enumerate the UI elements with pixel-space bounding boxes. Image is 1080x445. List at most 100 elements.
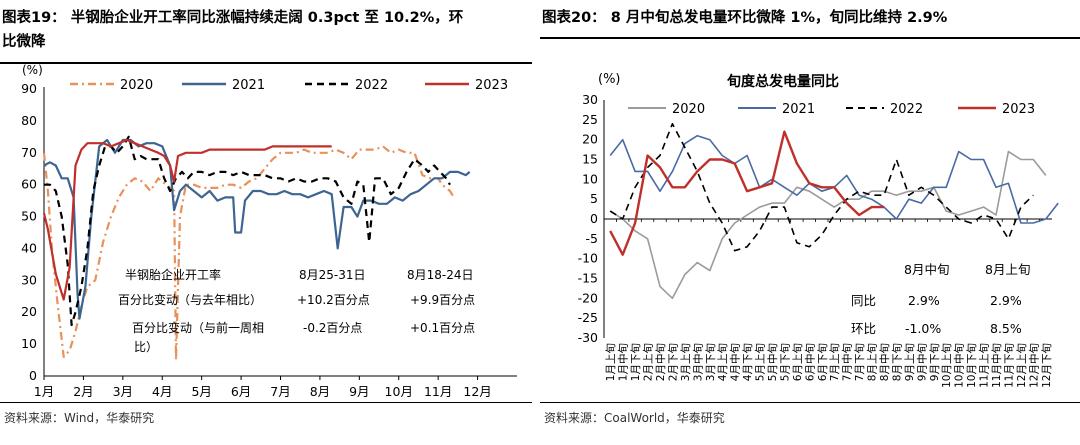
right-x-tick-label: 1月下旬 [629,343,642,381]
right-x-tick-label: 7月上旬 [828,343,841,381]
left-annotation-row1-v2: +9.9百分点 [410,293,475,307]
right-y-tick-label: -10 [578,251,598,266]
right-legend-label-2022: 2022 [890,102,923,117]
right-x-tick-label: 9月下旬 [928,343,941,381]
right-y-tick-label: 25 [582,112,598,127]
left-series-line-2022 [44,135,451,327]
right-x-tick-label: 12月中旬 [1027,343,1040,388]
right-x-tick-label: 1月中旬 [617,343,630,381]
right-y-tick-label: -30 [578,330,598,345]
right-x-tick-label: 1月上旬 [604,343,617,381]
right-chart-title: 旬度总发电量同比 [726,73,839,90]
right-series-line-2020 [609,150,1047,300]
right-x-tick-label: 9月中旬 [915,343,928,381]
right-y-tick-label: 5 [590,191,598,206]
left-annotation-row2-v2: +0.1百分点 [410,321,475,335]
right-x-tick-label: 7月下旬 [853,343,866,381]
right-table-row1-label: 同比 [851,293,876,308]
right-x-tick-label: 10月下旬 [965,343,978,388]
left-figure-title: 图表19： 半钢胎企业开工率同比涨幅持续走阔 0.3pct 至 10.2%，环 … [2,10,464,50]
right-x-tick-label: 5月中旬 [766,343,779,381]
right-y-tick-label: 0 [590,211,598,226]
left-y-tick-label: 20 [21,304,37,319]
right-x-tick-label: 5月下旬 [778,343,791,381]
left-y-tick-label: 10 [21,336,37,351]
right-y-tick-label: -20 [578,290,598,305]
right-table-col1: 8月中旬 [904,262,949,277]
right-series-line-2023 [609,130,884,256]
right-legend-label-2020: 2020 [672,102,705,117]
left-legend-label-2020: 2020 [120,78,153,93]
left-source: 资料来源：Wind，华泰研究 [4,411,155,425]
right-y-tick-label: 20 [582,132,598,147]
right-x-tick-label: 11月中旬 [990,343,1003,388]
left-x-tick-label: 10月 [385,384,413,399]
right-legend-label-2023: 2023 [1002,102,1035,117]
right-x-tick-label: 5月上旬 [754,343,767,381]
left-annotation-row2-label: 百分比变动（与前一周相 [132,320,264,335]
right-x-tick-label: 3月下旬 [704,343,717,381]
left-series-line-2023 [42,138,332,301]
right-legend-label-2021: 2021 [782,102,815,117]
right-x-tick-label: 9月上旬 [903,343,916,381]
left-annotation-row1-label: 百分比变动（与去年相比） [118,292,262,307]
right-title-rule [540,37,1080,39]
left-y-tick-label: 30 [21,272,37,287]
right-series-line-2021 [609,134,1059,224]
left-y-tick-label: 50 [21,209,37,224]
right-x-tick-label: 2月中旬 [654,343,667,381]
right-figure-title: 图表20： 8 月中旬总发电量环比微降 1%，旬同比维持 2.9% [542,10,948,26]
right-x-tick-label: 2月上旬 [642,343,655,381]
right-y-tick-label: 30 [582,92,598,107]
right-x-tick-label: 8月上旬 [866,343,879,381]
right-footer-rule [540,402,1080,403]
left-x-tick-label: 12月 [463,384,491,399]
right-x-tick-label: 12月下旬 [1040,343,1053,388]
right-x-tick-label: 3月上旬 [679,343,692,381]
left-series-line-2021 [43,138,471,320]
right-x-tick-label: 12月上旬 [1015,343,1028,388]
left-annotation-row2-label-cont: 比） [134,340,158,354]
right-table-row1-v1: 2.9% [908,293,940,308]
right-x-tick-label: 10月上旬 [940,343,953,388]
left-y-tick-label: 80 [21,113,37,128]
left-title-rule [0,62,532,64]
right-x-tick-label: 11月下旬 [1002,343,1015,388]
left-legend-label-2021: 2021 [232,78,265,93]
right-y-tick-label: -5 [586,231,598,246]
left-y-tick-label: 0 [29,368,37,383]
left-x-tick-label: 9月 [349,384,369,399]
left-y-tick-label: 90 [21,81,37,96]
right-x-tick-label: 4月上旬 [716,343,729,381]
right-y-tick-label: -25 [578,310,598,325]
right-x-tick-label: 8月中旬 [878,343,891,381]
right-x-tick-label: 2月下旬 [666,343,679,381]
left-y-tick-label: 70 [21,145,37,160]
right-y-tick-label: -15 [578,271,598,286]
right-x-tick-label: 10月中旬 [953,343,966,388]
right-table-col2: 8月上旬 [985,262,1030,277]
left-figure: 图表19： 半钢胎企业开工率同比涨幅持续走阔 0.3pct 至 10.2%，环 … [0,0,532,445]
left-x-tick-label: 5月 [191,384,211,399]
right-x-tick-label: 4月下旬 [741,343,754,381]
left-x-tick-label: 4月 [152,384,172,399]
left-x-tick-label: 11月 [424,384,452,399]
right-x-tick-label: 6月中旬 [803,343,816,381]
right-x-tick-label: 6月上旬 [791,343,804,381]
left-x-tick-label: 7月 [270,384,290,399]
left-x-tick-label: 3月 [113,384,133,399]
right-table-row2-label: 环比 [851,321,876,336]
left-footer-rule [0,402,532,403]
right-y-tick-label: 10 [582,171,598,186]
left-y-unit: (%) [22,63,43,77]
left-series-line-2020 [42,145,455,362]
right-table-row1-v2: 2.9% [990,293,1022,308]
left-annotation-col1: 8月25-31日 [299,268,366,282]
right-y-tick-label: 15 [582,152,598,167]
right-x-tick-label: 11月上旬 [978,343,991,388]
right-x-tick-label: 4月中旬 [729,343,742,381]
left-annotation-row2-v1: -0.2百分点 [303,321,362,335]
right-figure: 图表20： 8 月中旬总发电量环比微降 1%，旬同比维持 2.9% 旬度总发电量… [540,0,1080,445]
left-x-tick-label: 8月 [310,384,330,399]
right-y-unit: (%) [598,72,621,87]
